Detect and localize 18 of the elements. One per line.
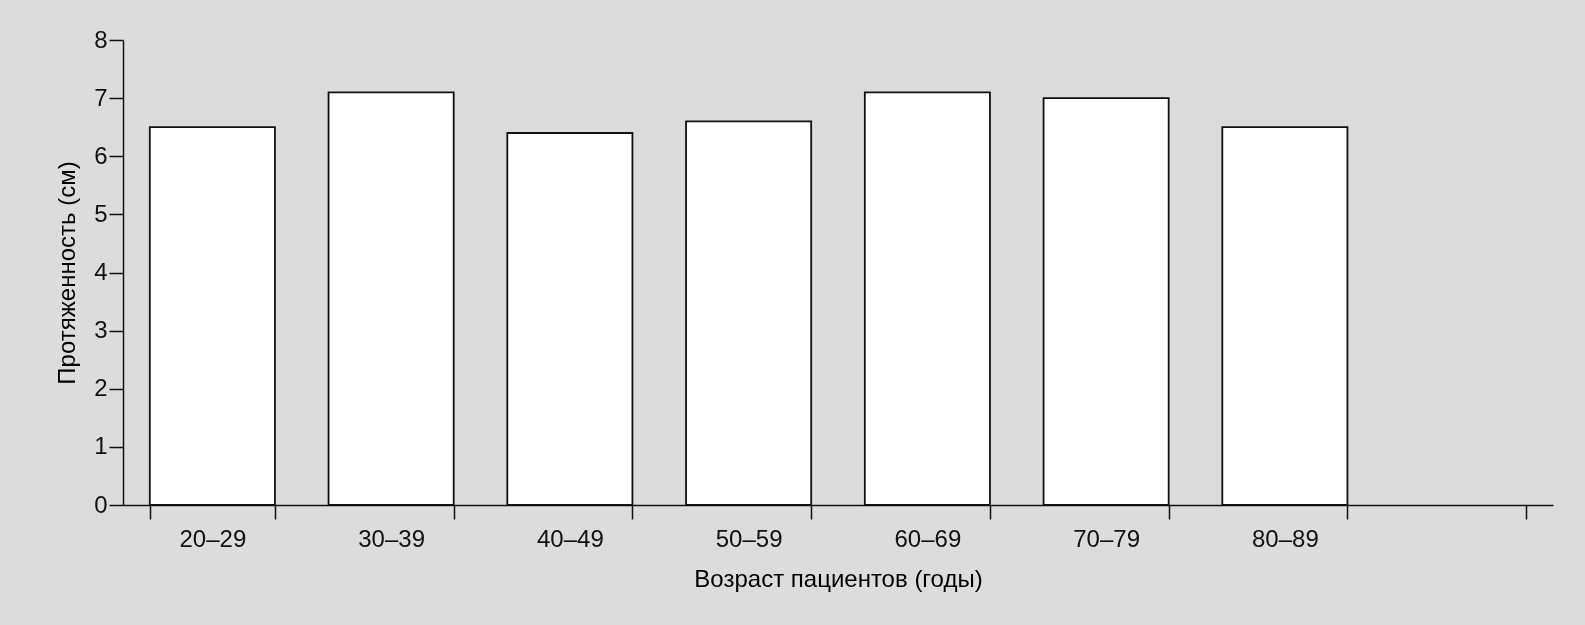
x-tick-label: 60–69: [894, 524, 962, 552]
x-tick-label: 20–29: [179, 524, 247, 552]
y-tick-label: 2: [94, 374, 108, 402]
x-tick-label: 80–89: [1252, 524, 1319, 552]
y-tick-label: 7: [94, 83, 108, 111]
y-tick-label: 6: [94, 141, 108, 169]
y-tick-label: 8: [94, 25, 108, 53]
y-tick-label: 3: [94, 316, 108, 344]
y-tick-label: 5: [94, 199, 108, 227]
y-tick-label: 4: [94, 258, 108, 285]
x-axis-title: Возраст пациентов (годы): [694, 564, 983, 592]
x-tick-label: 70–79: [1073, 524, 1140, 552]
x-tick-label: 30–39: [358, 524, 425, 552]
x-tick-label: 40–49: [537, 524, 604, 552]
y-axis-title: Протяженность (см): [53, 161, 81, 385]
y-tick-label: 0: [94, 490, 108, 518]
y-tick-label: 1: [94, 432, 108, 460]
x-tick-label: 50–59: [715, 524, 783, 552]
